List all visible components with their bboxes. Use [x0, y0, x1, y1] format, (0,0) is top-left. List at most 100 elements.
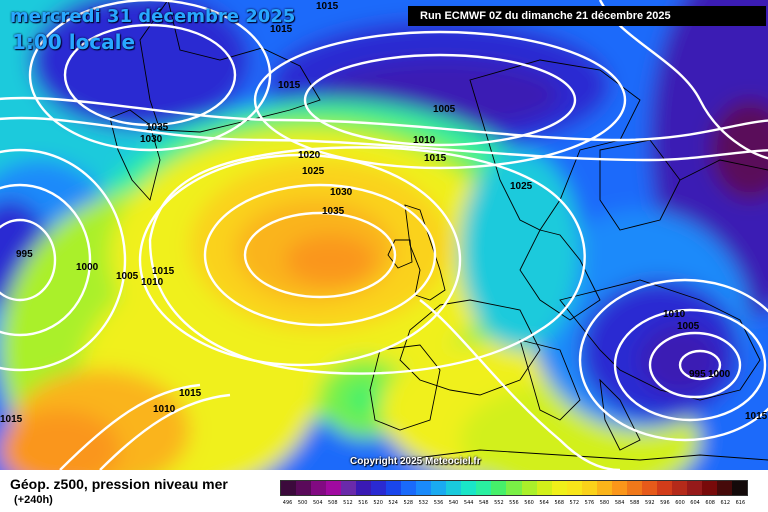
forecast-local-time: 1:00 locale: [12, 30, 136, 54]
isobar-label: 1020: [298, 150, 321, 161]
legend-swatch: [611, 481, 627, 495]
isobar-label: 1030: [140, 134, 163, 145]
legend-label: 612: [720, 500, 731, 506]
legend-label: 552: [494, 500, 504, 506]
geopotential-field: [0, 0, 768, 470]
legend-label: 528: [403, 500, 414, 506]
legend-swatch: [296, 481, 312, 495]
legend-swatch: [596, 481, 612, 495]
legend-swatch: [566, 481, 582, 495]
legend-swatch: [401, 481, 417, 495]
legend-label: 564: [539, 500, 549, 506]
color-scale-bar: [280, 480, 748, 496]
legend-swatch: [641, 481, 657, 495]
isobar-label: 1015: [278, 80, 301, 91]
legend-label: 584: [614, 500, 625, 506]
legend-swatch: [476, 481, 492, 495]
lead-time: (+240h): [14, 494, 53, 506]
model-run-info: Run ECMWF 0Z du dimanche 21 décembre 202…: [408, 6, 766, 26]
isobar-label: 1035: [322, 206, 345, 217]
isobar-label: 1010: [141, 277, 164, 288]
legend-swatch: [281, 481, 297, 495]
isobar-label: 1015: [270, 24, 293, 35]
isobar-label: 1025: [302, 166, 325, 177]
isobar-label: 1015: [179, 388, 202, 399]
isobar-label: 995: [16, 249, 33, 260]
legend-swatch: [446, 481, 462, 495]
legend-swatch: [581, 481, 597, 495]
isobar-label: 1010: [663, 309, 686, 320]
legend-label: 560: [524, 500, 534, 506]
legend-label: 532: [418, 500, 429, 506]
legend-swatch: [671, 481, 687, 495]
legend-label: 596: [660, 500, 670, 506]
legend-label: 600: [675, 500, 685, 506]
legend-label: 576: [584, 500, 595, 506]
isobar-label: 1000: [76, 262, 99, 273]
legend-label: 592: [645, 500, 655, 506]
isobar-label: 1010: [413, 135, 436, 146]
legend-swatch: [506, 481, 522, 495]
legend-label: 524: [388, 500, 398, 506]
legend-swatch: [461, 481, 477, 495]
legend-swatch: [731, 481, 747, 495]
legend-label: 588: [629, 500, 640, 506]
legend-swatch: [536, 481, 552, 495]
legend-label: 540: [448, 500, 459, 506]
isobar-label: 1005: [116, 271, 139, 282]
legend-swatch: [416, 481, 432, 495]
legend-swatch: [551, 481, 567, 495]
legend-label: 604: [690, 500, 700, 506]
legend-label: 544: [463, 500, 474, 506]
legend-swatch: [356, 481, 372, 495]
copyright-notice: Copyright 2025 Meteociel.fr: [350, 456, 481, 467]
legend-label: 512: [343, 500, 353, 506]
legend-swatch: [311, 481, 327, 495]
legend-label: 500: [297, 500, 308, 506]
legend-footer: Géop. z500, pression niveau mer (+240h) …: [0, 470, 768, 512]
isobar-label: 1015: [424, 153, 447, 164]
isobar-label: 1005: [677, 321, 700, 332]
isobar-label: 1015: [152, 266, 175, 277]
legend-swatch: [716, 481, 732, 495]
isobar-label: 1030: [330, 187, 353, 198]
legend-label: 520: [373, 500, 383, 506]
forecast-date: mercredi 31 décembre 2025: [10, 6, 296, 27]
legend-swatch: [341, 481, 357, 495]
legend-swatch: [701, 481, 717, 495]
isobar-label: 1010: [153, 404, 176, 415]
isobar-label: 1005: [433, 104, 456, 115]
color-scale-labels: 496 500 504 508 512 516 520 524 528 532 536 540 544 5…: [280, 498, 748, 508]
legend-swatch: [521, 481, 537, 495]
legend-swatch: [431, 481, 447, 495]
legend-label: 556: [509, 500, 519, 506]
legend-label: 608: [705, 500, 715, 506]
legend-label: 572: [569, 500, 580, 506]
legend-label: 580: [599, 500, 610, 506]
legend-swatch: [686, 481, 702, 495]
isobar-labels: 1015 1015 1015 1005 1035 1030 1010 1015 …: [0, 1, 768, 425]
legend-swatch: [491, 481, 507, 495]
isobar-label: 1035: [146, 122, 169, 133]
legend-swatch: [371, 481, 387, 495]
forecast-map: 1015 1015 1015 1005 1035 1030 1010 1015 …: [0, 0, 768, 470]
layer-title: Géop. z500, pression niveau mer: [10, 476, 228, 492]
legend-label: 616: [735, 500, 746, 506]
legend-swatch: [626, 481, 642, 495]
isobar-label: 1015: [745, 411, 768, 422]
isobar-label: 1000: [708, 369, 731, 380]
isobar-label: 1015: [316, 1, 339, 12]
legend-label: 508: [328, 500, 338, 506]
legend-swatch: [326, 481, 342, 495]
legend-label: 568: [554, 500, 564, 506]
legend-swatch: [656, 481, 672, 495]
map-svg: 1015 1015 1015 1005 1035 1030 1010 1015 …: [0, 0, 768, 470]
legend-label: 496: [282, 500, 293, 506]
legend-label: 516: [358, 500, 368, 506]
legend-label: 504: [312, 500, 323, 506]
isobar-label: 1015: [0, 414, 23, 425]
isobars: [0, 0, 768, 470]
legend-label: 536: [433, 500, 444, 506]
isobar-label: 995: [689, 369, 706, 380]
